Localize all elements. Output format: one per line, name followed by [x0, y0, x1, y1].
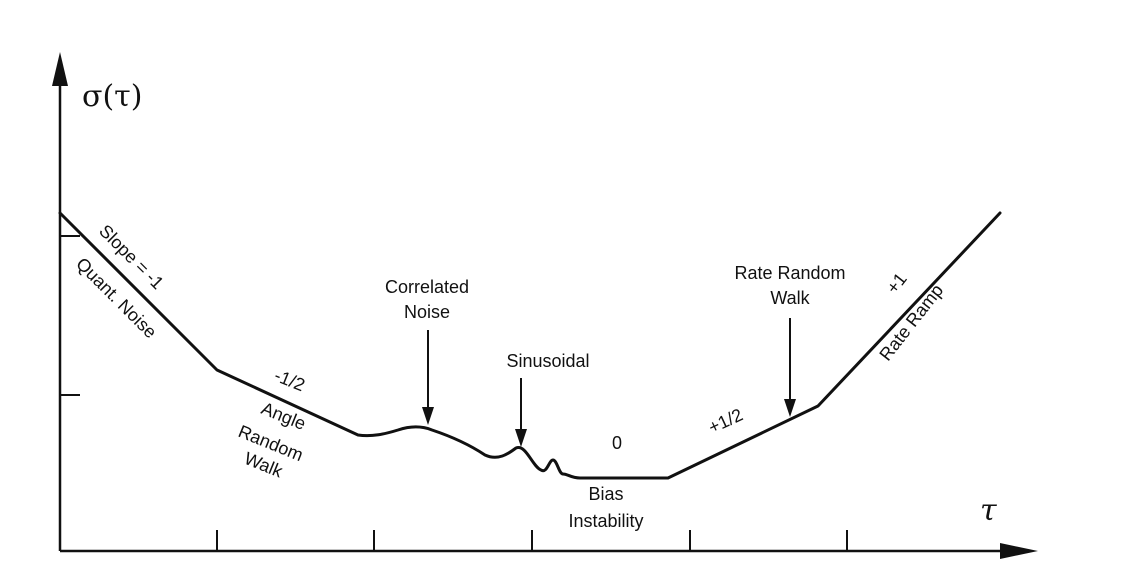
- slope-zero-label: 0: [612, 433, 622, 453]
- correlated-noise-arrowhead: [422, 407, 434, 425]
- y-axis-label: σ(τ): [82, 79, 142, 114]
- noise-label: Noise: [404, 302, 450, 322]
- allan-deviation-curve: [58, 211, 1002, 480]
- rate-random-label: Rate Random: [734, 263, 845, 283]
- slope-plus-half-label: +1/2: [705, 404, 746, 437]
- y-axis-arrowhead: [52, 52, 68, 86]
- rate-random-walk-arrowhead: [784, 399, 796, 417]
- angle-label: Angle: [259, 398, 309, 434]
- x-axis-label: τ: [980, 493, 997, 528]
- rate-ramp-label: Rate Ramp: [875, 280, 947, 364]
- slope-plus-1-label: +1: [882, 269, 910, 297]
- sinusoidal-arrowhead: [515, 429, 527, 447]
- slope-minus-half-label: -1/2: [272, 365, 308, 395]
- x-axis: [60, 530, 1038, 559]
- y-axis: [52, 52, 80, 551]
- bias-label: Bias: [588, 484, 623, 504]
- instability-label: Instability: [568, 511, 643, 531]
- sinusoidal-label: Sinusoidal: [506, 351, 589, 371]
- rate-walk-label: Walk: [770, 288, 810, 308]
- correlated-label: Correlated: [385, 277, 469, 297]
- x-axis-arrowhead: [1000, 543, 1038, 559]
